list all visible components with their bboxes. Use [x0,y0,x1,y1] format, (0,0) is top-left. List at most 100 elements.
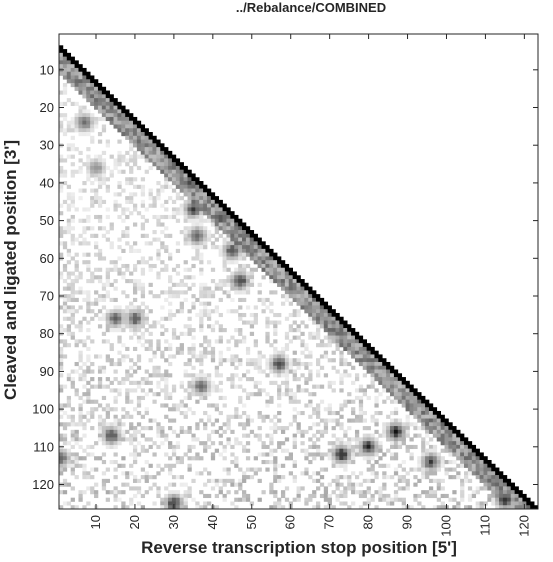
heatmap-cell [78,79,83,84]
heatmap-cell [409,456,414,461]
heatmap-cell [175,490,181,495]
heatmap-cell [195,237,200,242]
heatmap-cell [370,384,375,389]
heatmap-cell [323,426,329,431]
heatmap-cell [358,395,364,401]
heatmap-cell [206,203,212,208]
heatmap-cell [308,399,313,404]
heatmap-cell [390,369,395,374]
heatmap-cell [331,320,336,325]
heatmap-cell [218,339,223,344]
heatmap-cell [82,226,87,231]
heatmap-cell [483,467,488,472]
heatmap-cell [90,369,95,374]
heatmap-cell [351,339,356,344]
heatmap-cell [82,132,87,137]
heatmap-cell [144,377,149,382]
y-tick-label: 90 [40,364,54,379]
heatmap-cell [510,505,515,510]
heatmap-cell [382,493,387,499]
heatmap-cell [456,448,461,453]
heatmap-cell [144,471,149,476]
heatmap-cell [191,237,196,242]
heatmap-cell [300,301,305,306]
heatmap-cell [327,343,332,348]
heatmap-cell [62,301,68,306]
heatmap-cell [152,162,157,167]
heatmap-cell [164,486,169,491]
heatmap-cell [312,422,317,427]
heatmap-cell [425,422,430,427]
heatmap-cell [218,245,223,250]
heatmap-cell [308,305,313,310]
heatmap-cell [401,395,406,401]
heatmap-cell [300,448,305,453]
heatmap-cell [304,471,309,476]
heatmap-cell [530,501,535,506]
heatmap-cell [168,493,173,499]
heatmap-cell [144,147,149,152]
heatmap-cell [448,433,453,438]
heatmap-cell [175,497,181,502]
heatmap-cell [382,365,387,370]
heatmap-cell [339,459,344,465]
heatmap-cell [316,301,321,306]
heatmap-cell [66,324,72,329]
heatmap-cell [121,124,126,129]
heatmap-cell [296,486,301,491]
heatmap-cell [125,128,130,133]
heatmap-cell [343,399,348,404]
heatmap-cell [316,437,321,442]
heatmap-cell [203,354,208,359]
heatmap-cell [249,331,255,336]
heatmap-cell [292,399,297,404]
heatmap-cell [129,154,134,159]
heatmap-cell [78,373,83,378]
heatmap-cell [226,233,231,238]
heatmap-cell [74,475,79,480]
heatmap-cell [125,207,130,212]
heatmap-cell [214,429,220,434]
heatmap-cell [206,316,212,321]
heatmap-cell [97,90,103,95]
heatmap-cell [222,279,227,284]
heatmap-cell [335,482,340,487]
heatmap-cell [90,162,95,167]
heatmap-cell [495,505,500,510]
heatmap-cell [82,343,87,348]
heatmap-cell [265,414,270,419]
heatmap-cell [125,113,130,118]
heatmap-cell [187,324,192,329]
heatmap-cell [140,199,146,204]
heatmap-cell [409,403,414,408]
heatmap-cell [386,380,391,385]
heatmap-cell [308,290,313,295]
heatmap-cell [218,207,223,212]
heatmap-cell [273,361,278,367]
heatmap-cell [148,463,153,468]
heatmap-cell [129,358,134,363]
heatmap-cell [249,230,255,235]
heatmap-cell [109,154,114,159]
heatmap-cell [105,358,110,363]
heatmap-cell [195,426,200,431]
heatmap-cell [101,486,107,491]
heatmap-cell [257,437,262,442]
heatmap-cell [117,316,122,321]
heatmap-cell [70,407,75,412]
heatmap-cell [499,505,504,510]
heatmap-cell [125,294,130,299]
heatmap-cell [62,132,68,137]
heatmap-cell [136,286,142,291]
heatmap-cell [140,147,146,152]
heatmap-cell [132,154,138,159]
heatmap-cell [245,493,251,499]
heatmap-cell [444,471,449,476]
heatmap-cell [187,218,192,223]
heatmap-cell [242,403,247,408]
heatmap-cell [59,388,64,393]
heatmap-cell [117,350,122,355]
heatmap-cell [203,282,208,287]
heatmap-cell [70,377,75,382]
heatmap-cell [86,124,91,129]
